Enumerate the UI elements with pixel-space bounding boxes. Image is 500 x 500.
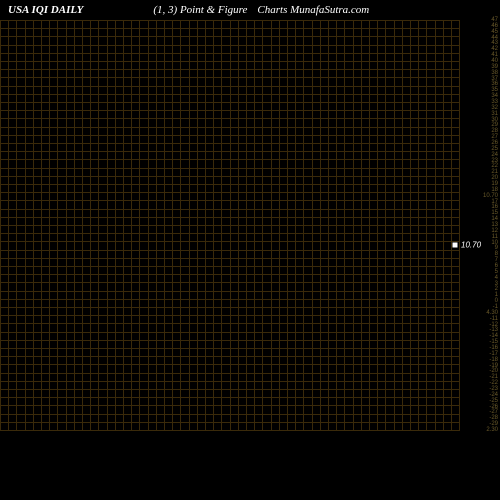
price-marker: [453, 243, 458, 248]
chart-grid: [0, 20, 460, 430]
price-marker-label: 10.70: [461, 241, 481, 250]
header-params: (1, 3) Point & Figure: [153, 4, 247, 20]
header-title: USA IQI DAILY: [8, 4, 83, 20]
y-axis-label: 2.30: [462, 427, 498, 433]
y-axis: 4746454443424140393837363534333231302928…: [462, 20, 498, 430]
chart-header: USA IQI DAILY (1, 3) Point & Figure Char…: [0, 4, 500, 20]
header-source: Charts MunafaSutra.com: [257, 4, 369, 20]
